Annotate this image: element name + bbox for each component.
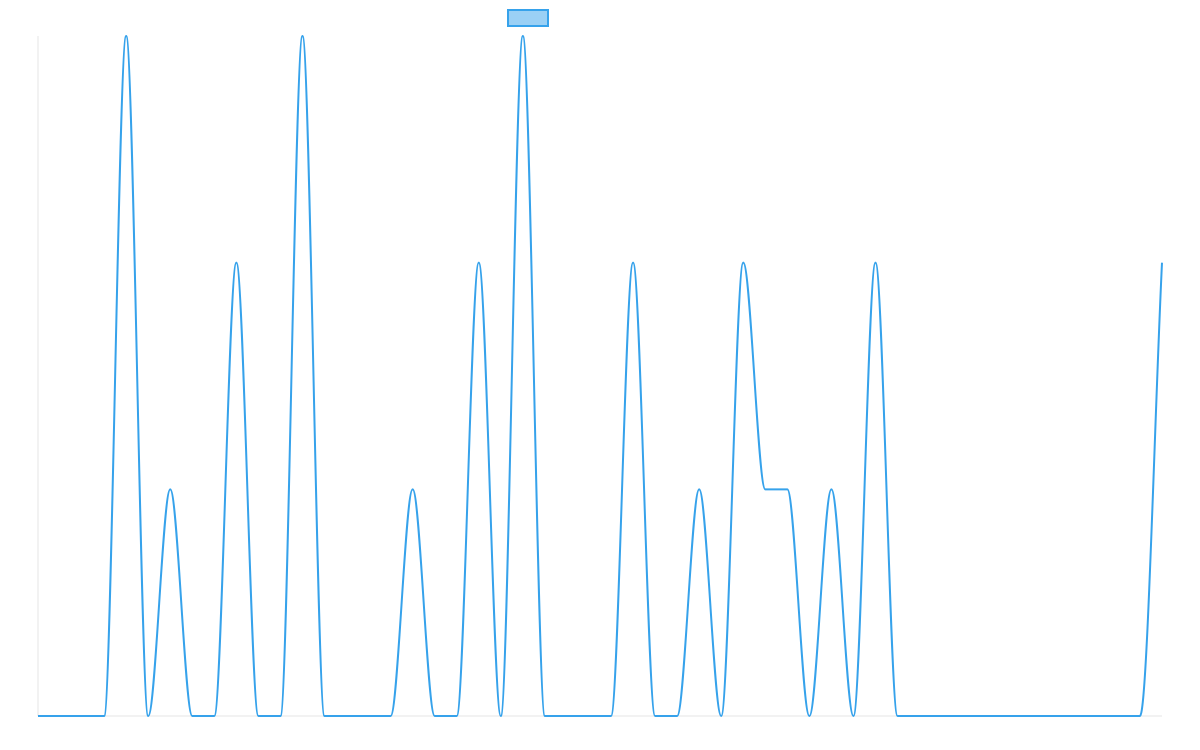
data-point[interactable] [57,713,63,719]
data-point[interactable] [344,713,350,719]
data-point[interactable] [895,713,901,719]
axes [37,36,1162,717]
data-point[interactable] [1159,260,1165,266]
data-point[interactable] [35,713,41,719]
data-point[interactable] [366,713,372,719]
data-point[interactable] [630,260,636,266]
data-point[interactable] [983,713,989,719]
data-point[interactable] [1071,713,1077,719]
data-point[interactable] [828,486,834,492]
data-point[interactable] [1049,713,1055,719]
series-layer [35,33,1165,719]
data-point[interactable] [476,260,482,266]
data-point[interactable] [718,713,724,719]
data-point[interactable] [145,713,151,719]
data-point[interactable] [917,713,923,719]
data-point[interactable] [388,713,394,719]
data-point[interactable] [1137,713,1143,719]
data-point[interactable] [1005,713,1011,719]
data-point[interactable] [101,713,107,719]
data-point[interactable] [520,33,526,39]
data-point[interactable] [564,713,570,719]
data-point[interactable] [410,486,416,492]
data-point[interactable] [608,713,614,719]
data-point[interactable] [674,713,680,719]
data-point[interactable] [872,260,878,266]
data-point[interactable] [432,713,438,719]
legend[interactable] [507,9,549,27]
data-point[interactable] [696,486,702,492]
data-point[interactable] [454,713,460,719]
data-point[interactable] [167,486,173,492]
data-point[interactable] [939,713,945,719]
data-point[interactable] [586,713,592,719]
legend-swatch[interactable] [507,9,549,27]
data-point[interactable] [1027,713,1033,719]
data-point[interactable] [1115,713,1121,719]
series-line [38,35,1163,717]
data-point[interactable] [123,33,129,39]
data-point[interactable] [652,713,658,719]
data-point[interactable] [233,260,239,266]
data-point[interactable] [322,713,328,719]
data-point[interactable] [806,713,812,719]
data-point[interactable] [189,713,195,719]
data-point[interactable] [740,260,746,266]
data-point[interactable] [299,33,305,39]
data-point[interactable] [79,713,85,719]
data-point[interactable] [784,486,790,492]
data-point[interactable] [850,713,856,719]
data-point[interactable] [211,713,217,719]
data-point[interactable] [961,713,967,719]
data-point[interactable] [1093,713,1099,719]
data-point[interactable] [255,713,261,719]
data-point[interactable] [277,713,283,719]
data-point[interactable] [762,486,768,492]
data-point[interactable] [498,713,504,719]
data-point[interactable] [542,713,548,719]
